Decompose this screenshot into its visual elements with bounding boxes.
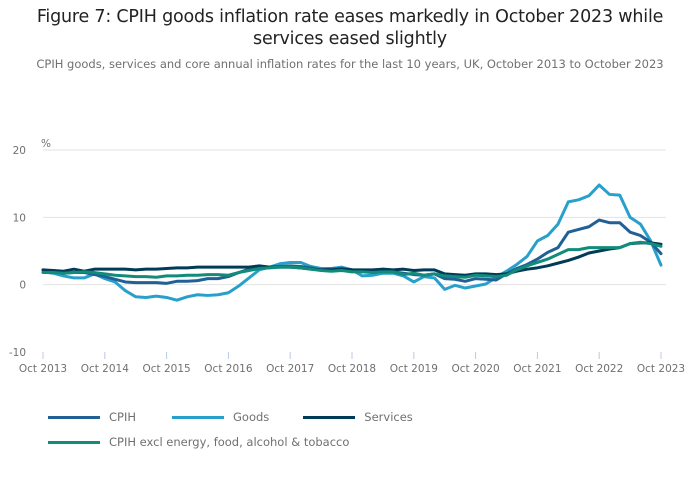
legend-item-goods[interactable]: Goods	[172, 410, 269, 424]
x-tick-label: Oct 2013	[19, 363, 67, 375]
x-tick-label: Oct 2016	[204, 363, 253, 375]
gridlines	[43, 149, 666, 286]
series-line-services[interactable]	[41, 241, 663, 277]
legend-item-core[interactable]: CPIH excl energy, food, alcohol & tobacc…	[48, 435, 349, 449]
x-tick-label: Oct 2014	[81, 363, 130, 375]
y-tick-label: 10	[13, 212, 26, 224]
y-tick-label: 20	[13, 145, 26, 157]
x-tick-label: Oct 2022	[575, 363, 623, 375]
y-axis: -10 0 10 20	[9, 145, 26, 359]
legend-swatch-goods	[172, 415, 225, 419]
legend-item-services[interactable]: Services	[303, 410, 413, 424]
legend-swatch-core	[48, 440, 100, 444]
x-tick-label: Oct 2015	[142, 363, 190, 375]
x-tick-label: Oct 2019	[390, 363, 438, 375]
legend-swatch-services	[303, 415, 356, 419]
series-line-cpih-excl-energy-food-alcohol-tobacco[interactable]	[41, 240, 663, 279]
series-line-cpih[interactable]	[41, 218, 663, 285]
chart-title-line-1: Figure 7: CPIH goods inflation rate ease…	[36, 7, 664, 27]
legend: CPIH Goods Services CPIH excl energy, fo…	[48, 408, 427, 458]
y-tick-label: 0	[19, 280, 26, 292]
x-tick-label: Oct 2020	[451, 363, 499, 375]
legend-label-cpih: CPIH	[109, 410, 137, 424]
legend-label-services: Services	[364, 410, 413, 424]
legend-item-cpih[interactable]: CPIH	[48, 410, 136, 424]
x-tick-label: Oct 2021	[513, 363, 561, 375]
x-tick-label: Oct 2018	[328, 363, 376, 375]
chart-subtitle: CPIH goods, services and core annual inf…	[36, 57, 664, 71]
x-tick-label: Oct 2023	[637, 363, 685, 375]
y-tick-label: -10	[9, 347, 26, 359]
chart-title-line-2: services eased slightly	[253, 29, 447, 49]
x-axis: Oct 2013 Oct 2014 Oct 2015 Oct 2016 Oct 2017…	[19, 352, 685, 375]
legend-row-2: CPIH excl energy, food, alcohol & tobacc…	[48, 433, 427, 451]
chart-title: Figure 7: CPIH goods inflation rate ease…	[0, 6, 700, 50]
x-tick-label: Oct 2017	[266, 363, 314, 375]
y-axis-unit-label: %	[41, 138, 51, 150]
legend-label-core: CPIH excl energy, food, alcohol & tobacc…	[109, 435, 350, 449]
series-lines	[41, 183, 663, 302]
legend-row-1: CPIH Goods Services	[48, 408, 427, 426]
legend-label-goods: Goods	[233, 410, 270, 424]
legend-swatch-cpih	[48, 415, 100, 419]
